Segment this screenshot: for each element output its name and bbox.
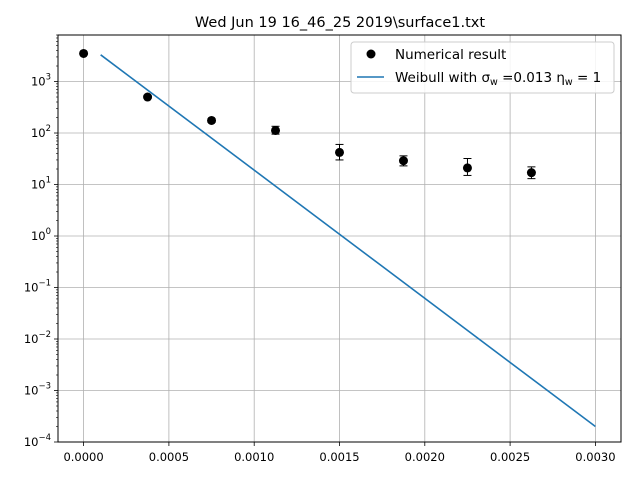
data-point (398, 156, 408, 166)
legend: Numerical result Weibull with σw =0.013 … (350, 41, 615, 94)
x-tick-label: 0.0005 (149, 450, 189, 464)
data-point-group (271, 125, 281, 135)
weibull-line-layer (100, 54, 596, 428)
legend-weibull-part3: = 1 (573, 70, 601, 86)
weibull-line (100, 54, 596, 428)
x-axis: 0.0000 0.0005 0.0010 0.0015 0.0020 0.0025 0.00… (63, 442, 616, 464)
data-point (79, 48, 89, 58)
legend-label-numerical: Numerical result (395, 47, 506, 63)
chart-title: Wed Jun 19 16_46_25 2019\surface1.txt (195, 15, 485, 31)
y-tick-label: 10−2 (24, 330, 51, 346)
data-point (335, 147, 344, 157)
x-tick-label: 0.0015 (319, 450, 359, 464)
data-point (462, 163, 472, 173)
legend-weibull-part2: =0.013 η (498, 70, 565, 86)
x-tick-label: 0.0020 (405, 450, 445, 464)
data-point-group (335, 143, 344, 161)
y-tick-label: 10−4 (24, 433, 51, 449)
data-point-group (143, 92, 153, 102)
legend-weibull-sub1: w (490, 77, 498, 88)
numerical-points-layer (79, 48, 536, 180)
x-tick-label: 0.0010 (234, 450, 274, 464)
y-tick-label: 102 (31, 124, 51, 140)
data-point-group (526, 166, 536, 180)
data-point (271, 125, 281, 135)
x-tick-label: 0.0000 (63, 450, 103, 464)
data-point (143, 92, 153, 102)
grid (58, 35, 621, 443)
data-point-group (398, 155, 408, 167)
y-tick-label: 103 (31, 73, 51, 89)
y-tick-label: 10−3 (24, 382, 51, 398)
data-point-group (462, 157, 472, 176)
legend-weibull-sub2: w (565, 77, 573, 88)
x-tick-label: 0.0030 (575, 450, 615, 464)
data-point-group (207, 115, 217, 125)
legend-weibull-part1: Weibull with σ (395, 70, 490, 86)
y-tick-label: 100 (31, 227, 51, 243)
legend-marker-numerical (366, 49, 376, 59)
data-point (526, 168, 536, 178)
x-tick-label: 0.0025 (490, 450, 530, 464)
legend-label-weibull: Weibull with σw =0.013 ηw = 1 (395, 70, 601, 88)
data-point (207, 115, 217, 125)
data-point-group (79, 48, 89, 58)
legend-box (350, 41, 615, 94)
y-tick-label: 101 (31, 176, 51, 192)
y-axis: 103 102 101 100 10−1 10−2 10−3 10−4 (24, 34, 58, 449)
y-tick-label: 10−1 (24, 279, 51, 295)
